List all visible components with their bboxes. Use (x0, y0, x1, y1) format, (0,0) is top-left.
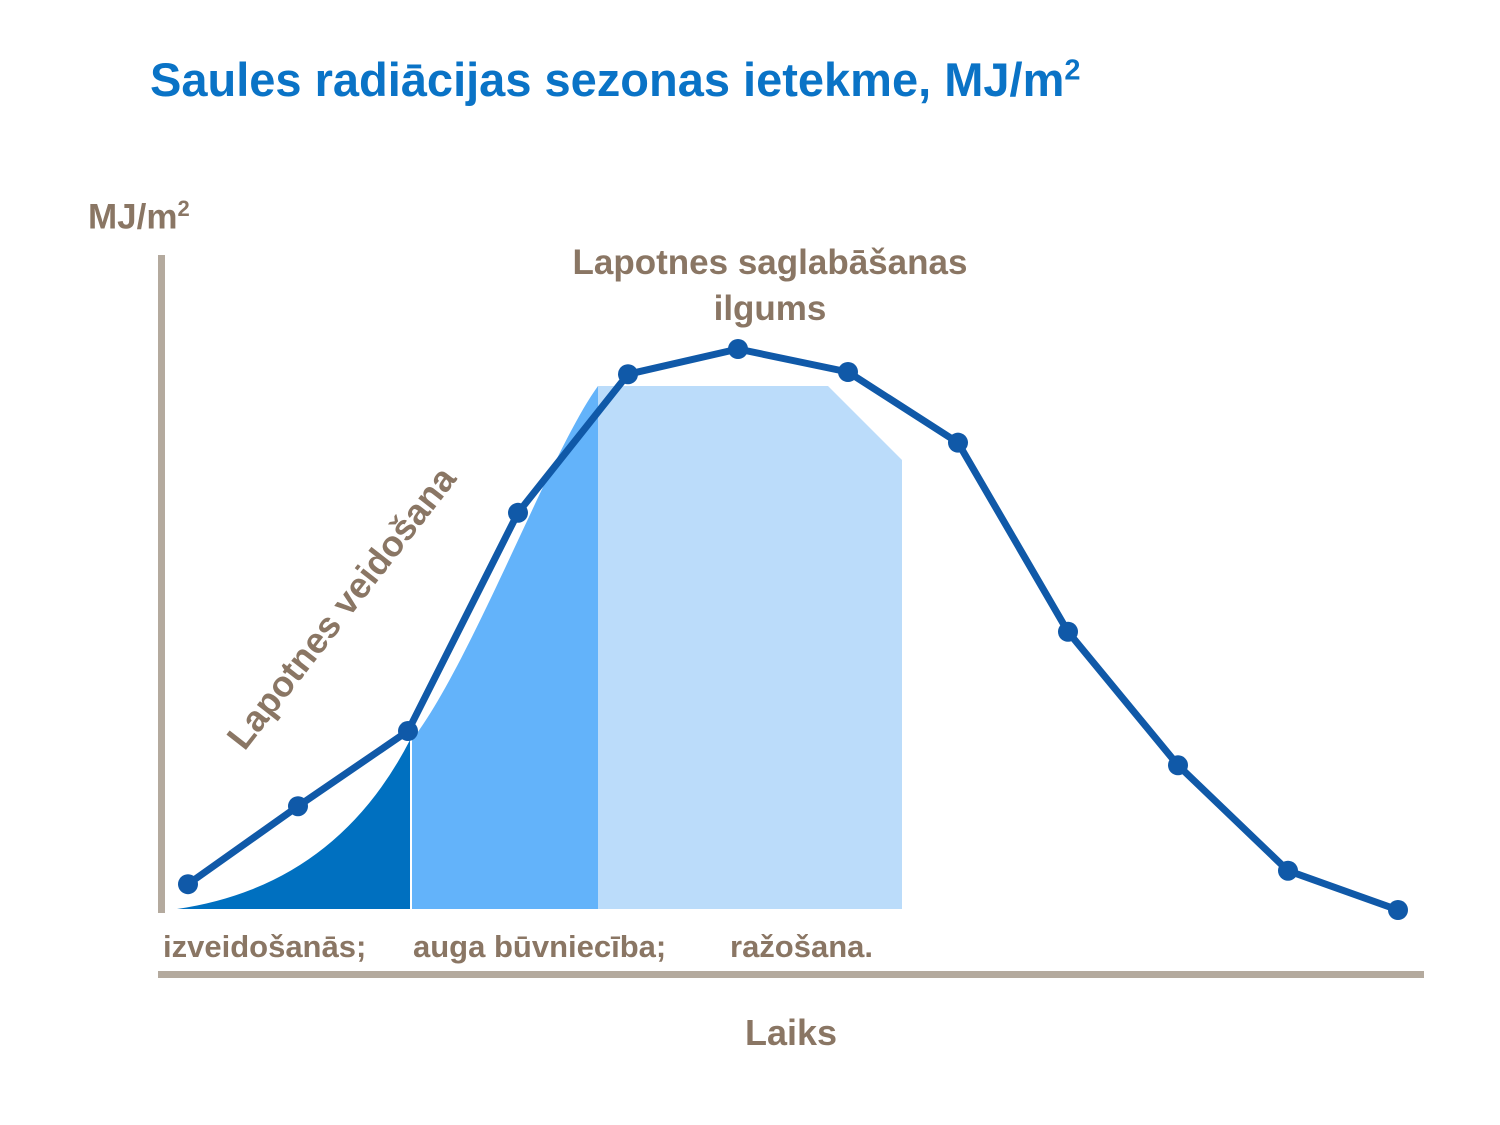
data-point-marker (838, 362, 858, 383)
radiation-line (185, 345, 1400, 914)
phase-label-razosana: ražošana. (730, 929, 874, 964)
chart-title-text: Saules radiācijas sezonas ietekme, MJ/m (150, 53, 1065, 106)
y-axis-title: MJ/m2 (88, 196, 190, 238)
annotation-canopy-duration-line2: ilgums (713, 289, 827, 328)
y-axis-title-text: MJ/m (88, 197, 178, 237)
y-axis-title-superscript: 2 (177, 196, 190, 221)
data-point-marker (948, 432, 968, 453)
y-axis-line (158, 255, 165, 913)
data-point-marker (508, 502, 528, 523)
area-izveidosanas (177, 740, 410, 909)
annotation-canopy-duration: Lapotnes saglabāšanas ilgums (480, 240, 1060, 332)
x-axis-title: Laiks (744, 1012, 838, 1053)
chart-title-superscript: 2 (1064, 54, 1081, 87)
area-razosana (598, 386, 902, 909)
phase-label-auga-buvnieciba: auga būvniecība; (413, 929, 667, 964)
chart-title: Saules radiācijas sezonas ietekme, MJ/m2 (150, 52, 1081, 107)
area-auga-buvnieciba (412, 386, 598, 909)
data-point-marker (178, 874, 198, 895)
data-point-marker (398, 721, 418, 742)
data-point-marker (288, 796, 308, 817)
data-point-marker (728, 339, 748, 359)
data-point-marker (1388, 900, 1408, 920)
data-point-marker (1168, 755, 1188, 776)
x-axis-line (158, 971, 1424, 978)
data-point-marker (1058, 621, 1078, 642)
data-point-marker (1278, 860, 1298, 881)
phase-label-izveidosanas: izveidošanās; (163, 929, 367, 964)
data-point-marker (618, 364, 638, 385)
annotation-canopy-duration-line1: Lapotnes saglabāšanas (572, 243, 968, 282)
